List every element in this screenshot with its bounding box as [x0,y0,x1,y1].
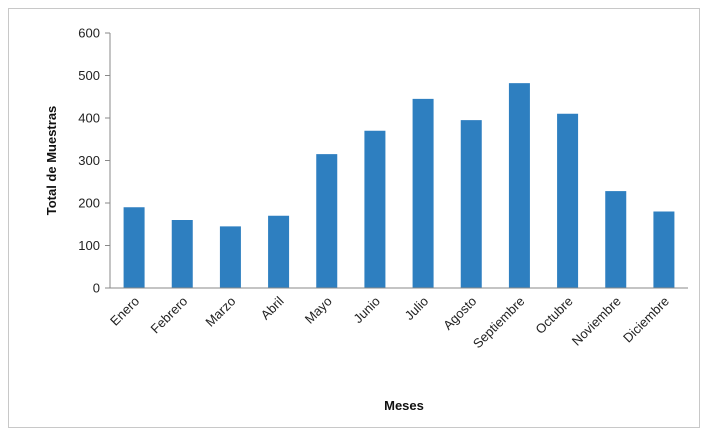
bar-octubre [557,113,579,288]
y-tick-label: 200 [78,196,100,211]
bar-enero [123,207,145,288]
y-tick-label: 300 [78,153,100,168]
y-tick-label: 500 [78,68,100,83]
bar-marzo [219,226,241,288]
bar-noviembre [605,191,627,288]
bar-junio [364,130,386,288]
x-tick-label: Noviembre [569,294,624,349]
x-tick-label: Mayo [302,294,335,327]
x-tick-label: Febrero [148,294,191,337]
bar-abril [268,215,290,288]
x-tick-label: Enero [107,294,142,329]
x-axis-title: Meses [384,398,424,413]
x-tick-label: Octubre [532,294,575,337]
x-tick-label: Agosto [440,294,479,333]
x-tick-label: Junio [350,294,383,327]
bar-agosto [460,120,482,288]
bar-julio [412,98,434,288]
x-tick-label: Abril [258,293,287,322]
chart-frame [8,8,700,428]
x-axis-ticks: Enero Febrero Marzo Abril Mayo Junio Julio Agos… [107,293,672,351]
bar-diciembre [653,211,675,288]
x-tick-label: Marzo [202,294,238,330]
bar-febrero [171,220,193,288]
x-tick-label: Julio [402,294,432,324]
y-tick-label: 600 [78,26,100,41]
y-tick-label: 0 [93,281,100,296]
bars [123,83,675,289]
x-tick-label: Diciembre [620,294,672,346]
y-tick-label: 400 [78,111,100,126]
bar-septiembre [508,83,530,289]
y-axis-title: Total de Muestras [44,106,59,216]
y-tick-label: 100 [78,238,100,253]
x-tick-label: Septiembre [470,294,528,352]
y-axis-ticks: 0 100 200 300 400 500 600 [78,26,110,296]
bar-mayo [316,154,338,288]
